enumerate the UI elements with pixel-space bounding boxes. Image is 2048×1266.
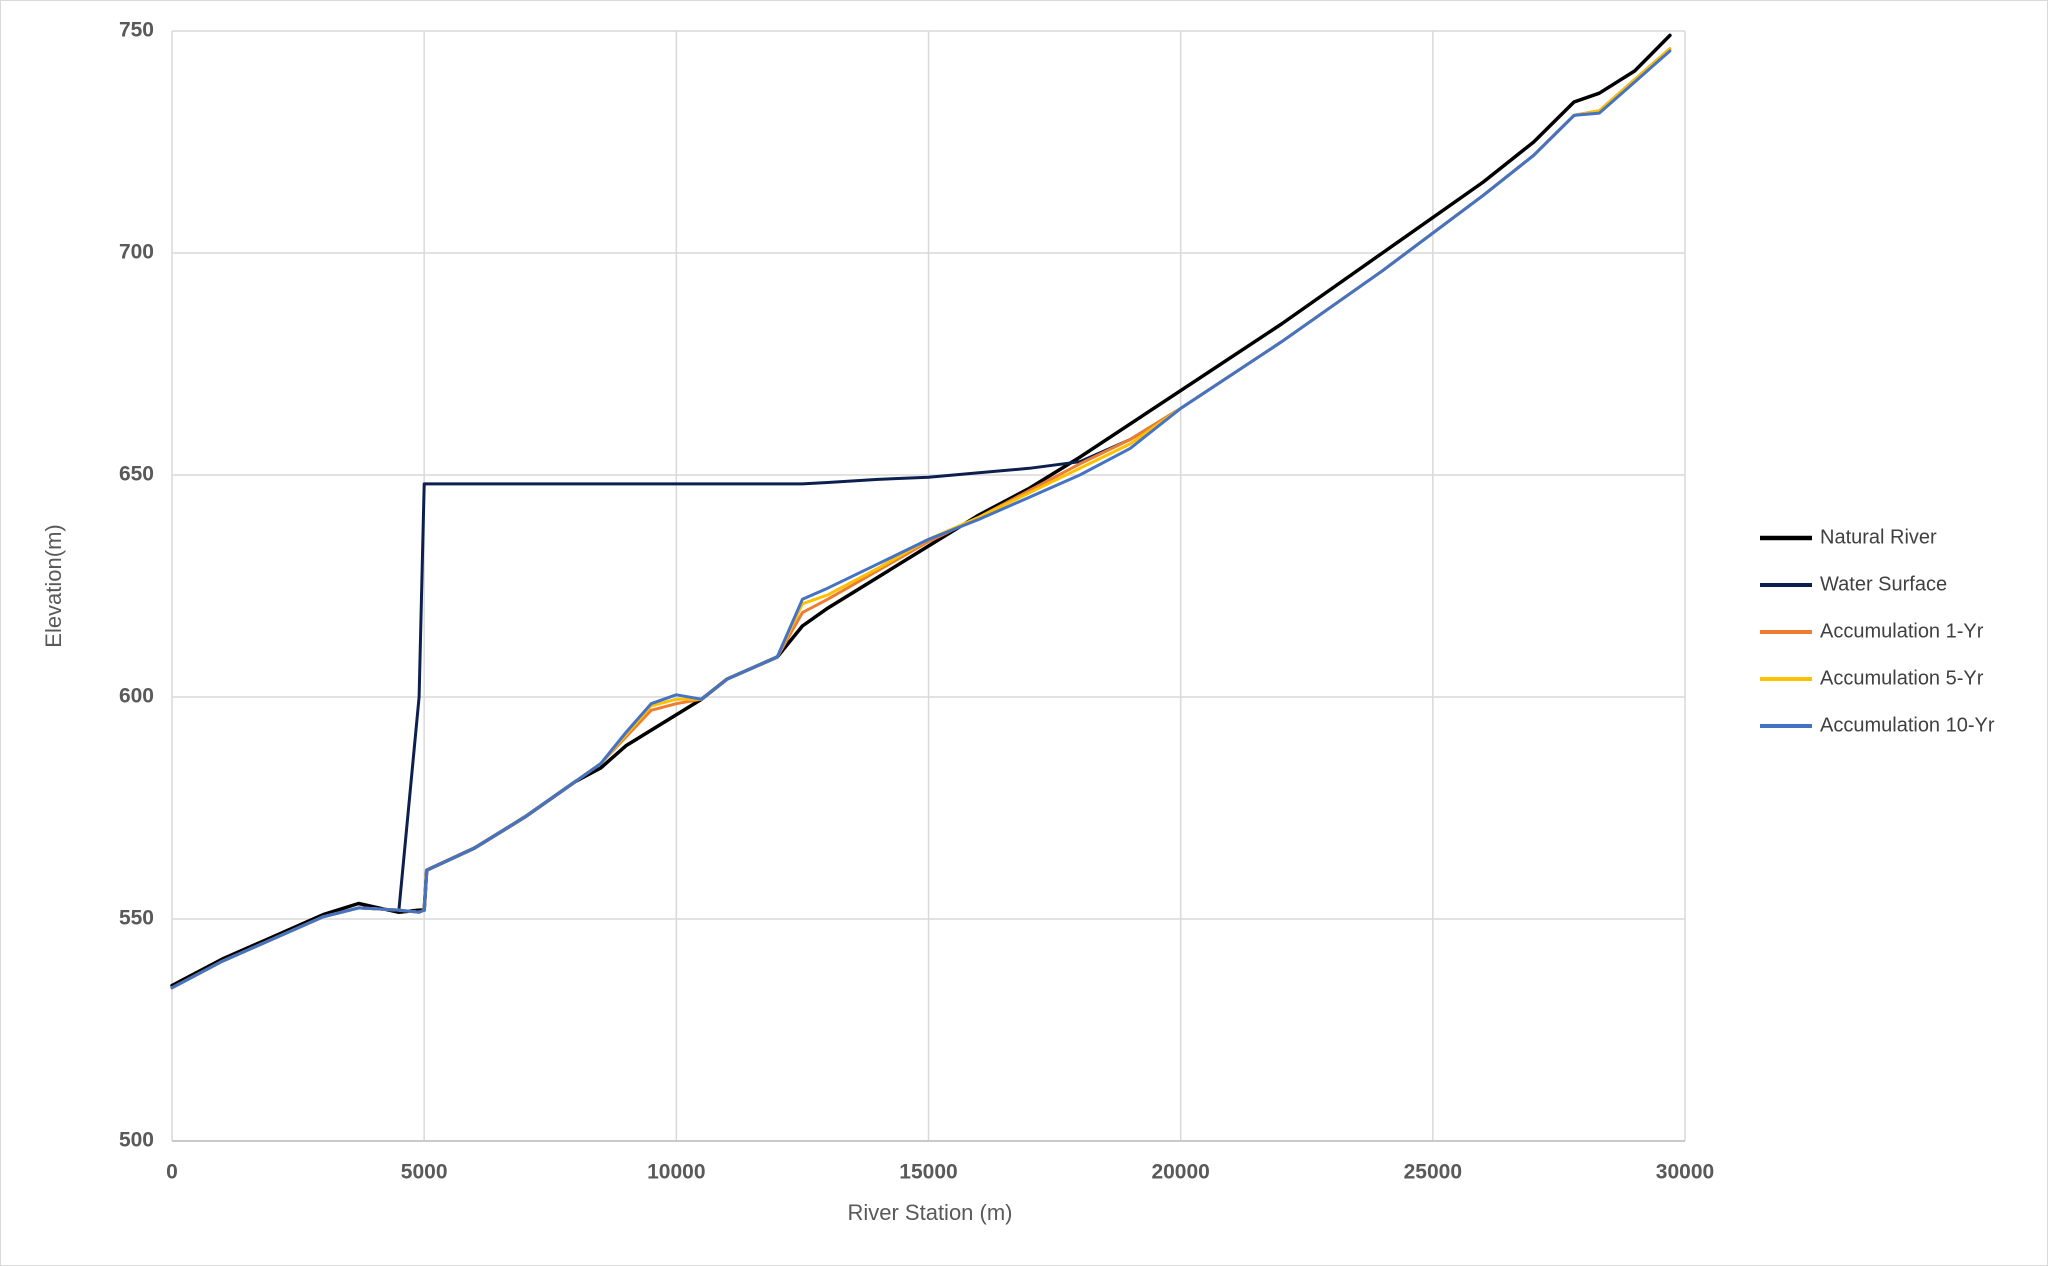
y-tick-label: 700 (119, 241, 154, 264)
y-tick-label: 550 (119, 907, 154, 930)
legend-label: Natural River (1820, 526, 1937, 548)
y-tick-label: 600 (119, 685, 154, 708)
x-tick-label: 15000 (899, 1161, 957, 1184)
legend-label: Accumulation 1-Yr (1820, 620, 1984, 642)
x-axis-title: River Station (m) (847, 1200, 1012, 1225)
x-tick-label: 10000 (647, 1161, 705, 1184)
x-tick-label: 25000 (1404, 1161, 1462, 1184)
legend-label: Accumulation 5-Yr (1820, 667, 1984, 689)
series-line (170, 49, 1672, 990)
y-tick-label: 500 (119, 1129, 154, 1152)
y-tick-label: 650 (119, 463, 154, 486)
x-tick-label: 30000 (1656, 1161, 1714, 1184)
x-tick-label: 20000 (1151, 1161, 1209, 1184)
y-tick-label: 750 (119, 19, 154, 42)
x-tick-label: 5000 (401, 1161, 448, 1184)
y-axis-title: Elevation(m) (41, 524, 66, 647)
legend-label: Water Surface (1820, 573, 1947, 595)
legend-label: Accumulation 10-Yr (1820, 714, 1995, 736)
x-tick-label: 0 (166, 1161, 178, 1184)
